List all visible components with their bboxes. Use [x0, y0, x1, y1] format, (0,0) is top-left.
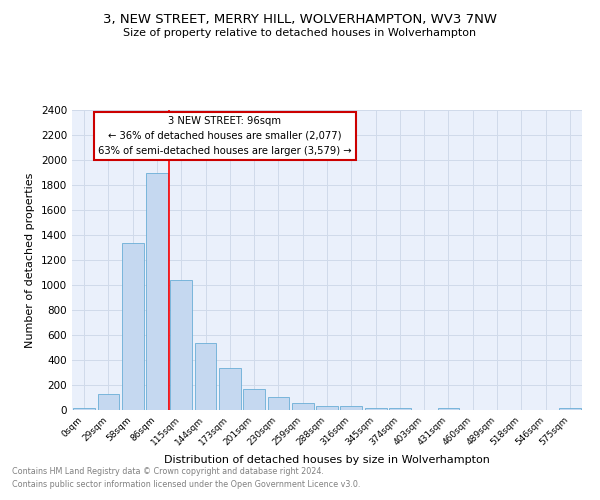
- Bar: [122, 242, 143, 410]
- Text: 3 NEW STREET: 96sqm
← 36% of detached houses are smaller (2,077)
63% of semi-det: 3 NEW STREET: 96sqm ← 36% of detached ho…: [98, 116, 352, 156]
- Bar: [437, 408, 460, 410]
- Y-axis label: Number of detached properties: Number of detached properties: [25, 172, 35, 348]
- X-axis label: Distribution of detached houses by size in Wolverhampton: Distribution of detached houses by size …: [164, 456, 490, 466]
- Bar: [389, 408, 411, 410]
- Text: Contains public sector information licensed under the Open Government Licence v3: Contains public sector information licen…: [12, 480, 361, 489]
- Text: Size of property relative to detached houses in Wolverhampton: Size of property relative to detached ho…: [124, 28, 476, 38]
- Bar: [243, 390, 265, 410]
- Bar: [73, 408, 95, 410]
- Bar: [292, 403, 314, 410]
- Bar: [194, 342, 217, 410]
- Bar: [146, 172, 168, 410]
- Text: Contains HM Land Registry data © Crown copyright and database right 2024.: Contains HM Land Registry data © Crown c…: [12, 468, 324, 476]
- Bar: [170, 280, 192, 410]
- Bar: [219, 368, 241, 410]
- Bar: [316, 406, 338, 410]
- Bar: [97, 394, 119, 410]
- Bar: [268, 397, 289, 410]
- Text: 3, NEW STREET, MERRY HILL, WOLVERHAMPTON, WV3 7NW: 3, NEW STREET, MERRY HILL, WOLVERHAMPTON…: [103, 12, 497, 26]
- Bar: [340, 406, 362, 410]
- Bar: [365, 408, 386, 410]
- Bar: [559, 408, 581, 410]
